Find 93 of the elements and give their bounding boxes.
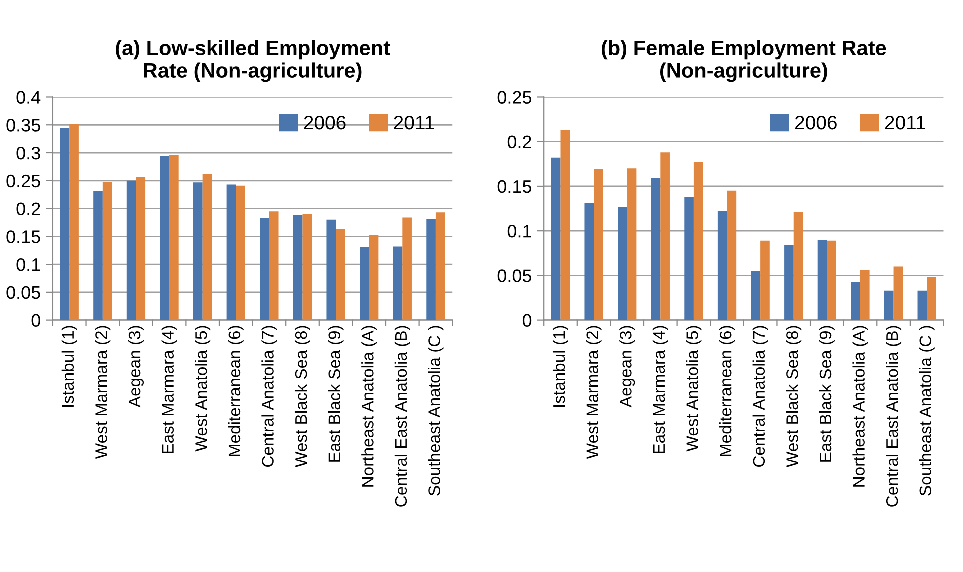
bar	[293, 215, 303, 320]
x-tick-label: West Black Sea (8)	[786, 326, 802, 468]
bar	[594, 170, 604, 320]
x-tick-label: East Marmara (4)	[652, 326, 668, 454]
x-tick-label: West Anatolia (5)	[195, 326, 211, 452]
y-tick-label: 0.15	[6, 230, 40, 244]
bar	[560, 130, 570, 320]
bar	[627, 168, 637, 320]
bar	[194, 182, 203, 320]
x-tick-label: East Black Sea (9)	[328, 326, 344, 462]
y-tick-label: 0.1	[508, 225, 532, 238]
x-tick-label: West Marmara (2)	[586, 326, 602, 460]
bar	[436, 212, 446, 320]
chart-title: (a) Low-skilled Employment Rate (Non-agriculture)	[116, 40, 390, 82]
x-tick-label: West Marmara (2)	[95, 326, 111, 460]
bar	[336, 229, 346, 320]
x-tick-label: Aegean (3)	[128, 326, 144, 408]
y-tick-label: 0.05	[498, 270, 532, 282]
bar	[884, 290, 894, 320]
bar	[618, 206, 628, 320]
bar	[860, 270, 870, 320]
x-tick-label: Central East Anatolia (B)	[394, 326, 410, 507]
x-tick-label: West Black Sea (8)	[294, 326, 311, 468]
y-tick-label: 0	[32, 314, 40, 328]
bar	[551, 158, 561, 320]
bar	[402, 218, 412, 320]
x-tick-label: East Black Sea (9)	[819, 326, 835, 462]
bar	[718, 211, 728, 320]
x-tick-label: Central East Anatolia (B)	[886, 326, 902, 507]
y-tick-label: 0.1	[16, 258, 40, 272]
bar	[684, 197, 694, 320]
x-tick-label: Mediterranean (6)	[719, 326, 736, 456]
bar	[927, 277, 936, 320]
bar	[794, 212, 804, 320]
y-tick-label: 0.4	[16, 91, 41, 104]
y-tick-label: 0.25	[6, 174, 40, 188]
bar	[818, 240, 828, 320]
bar	[260, 218, 270, 320]
x-tick-label: East Marmara (4)	[162, 326, 178, 454]
bar	[751, 271, 761, 320]
bar	[360, 247, 370, 320]
x-tick-label: Mediterranean (6)	[228, 326, 244, 456]
legend-label: 2011	[885, 116, 926, 130]
bar	[584, 203, 594, 320]
y-tick-label: 0.2	[16, 202, 40, 216]
bar	[70, 124, 79, 320]
y-tick-label: 0.25	[498, 91, 532, 104]
bar	[369, 234, 379, 320]
bar	[918, 290, 928, 320]
bar	[851, 282, 860, 320]
x-tick-label: Aegean (3)	[620, 326, 636, 408]
bar	[126, 180, 136, 320]
x-tick-label: Northeast Anatolia (A)	[362, 326, 378, 487]
y-tick-label: 0.35	[6, 119, 40, 132]
bar	[302, 214, 312, 320]
bar	[894, 266, 904, 320]
bar	[694, 162, 704, 320]
bar	[393, 246, 403, 320]
bar	[236, 186, 246, 320]
x-tick-label: Southeast Anatolia (C )	[428, 326, 444, 496]
legend-label: 2006	[795, 116, 837, 130]
x-tick-label: Northeast Anatolia (A)	[852, 326, 868, 487]
bar	[651, 178, 661, 320]
y-tick-label: 0.05	[6, 286, 40, 300]
bar	[160, 156, 170, 320]
bar	[426, 219, 436, 320]
bar	[60, 128, 70, 320]
bar	[226, 184, 236, 320]
bar	[170, 155, 179, 320]
y-tick-label: 0.2	[508, 136, 532, 149]
bar	[727, 190, 737, 320]
bar	[784, 245, 794, 320]
bar	[102, 182, 112, 320]
y-tick-label: 0.3	[16, 146, 40, 160]
bar	[827, 240, 836, 320]
x-tick-label: Southeast Anatolia (C )	[919, 326, 935, 496]
y-tick-label: 0	[522, 314, 532, 328]
bar	[760, 240, 770, 320]
y-tick-label: 0.15	[498, 180, 532, 194]
bar	[660, 152, 670, 320]
bar	[94, 191, 103, 320]
x-tick-label: West Anatolia (5)	[686, 326, 702, 452]
x-tick-label: Central Anatolia (7)	[752, 326, 768, 467]
bar	[269, 212, 279, 320]
legend-label: 2011	[394, 116, 434, 130]
bar	[202, 174, 212, 320]
x-tick-label: Istanbul (1)	[62, 326, 78, 408]
chart-title: (b) Female Employment Rate (Non-agriculture)	[602, 40, 886, 82]
bar	[136, 178, 146, 320]
legend-label: 2006	[304, 116, 346, 130]
bar	[326, 220, 336, 320]
x-tick-label: Istanbul (1)	[552, 326, 569, 408]
x-tick-label: Central Anatolia (7)	[262, 326, 278, 467]
